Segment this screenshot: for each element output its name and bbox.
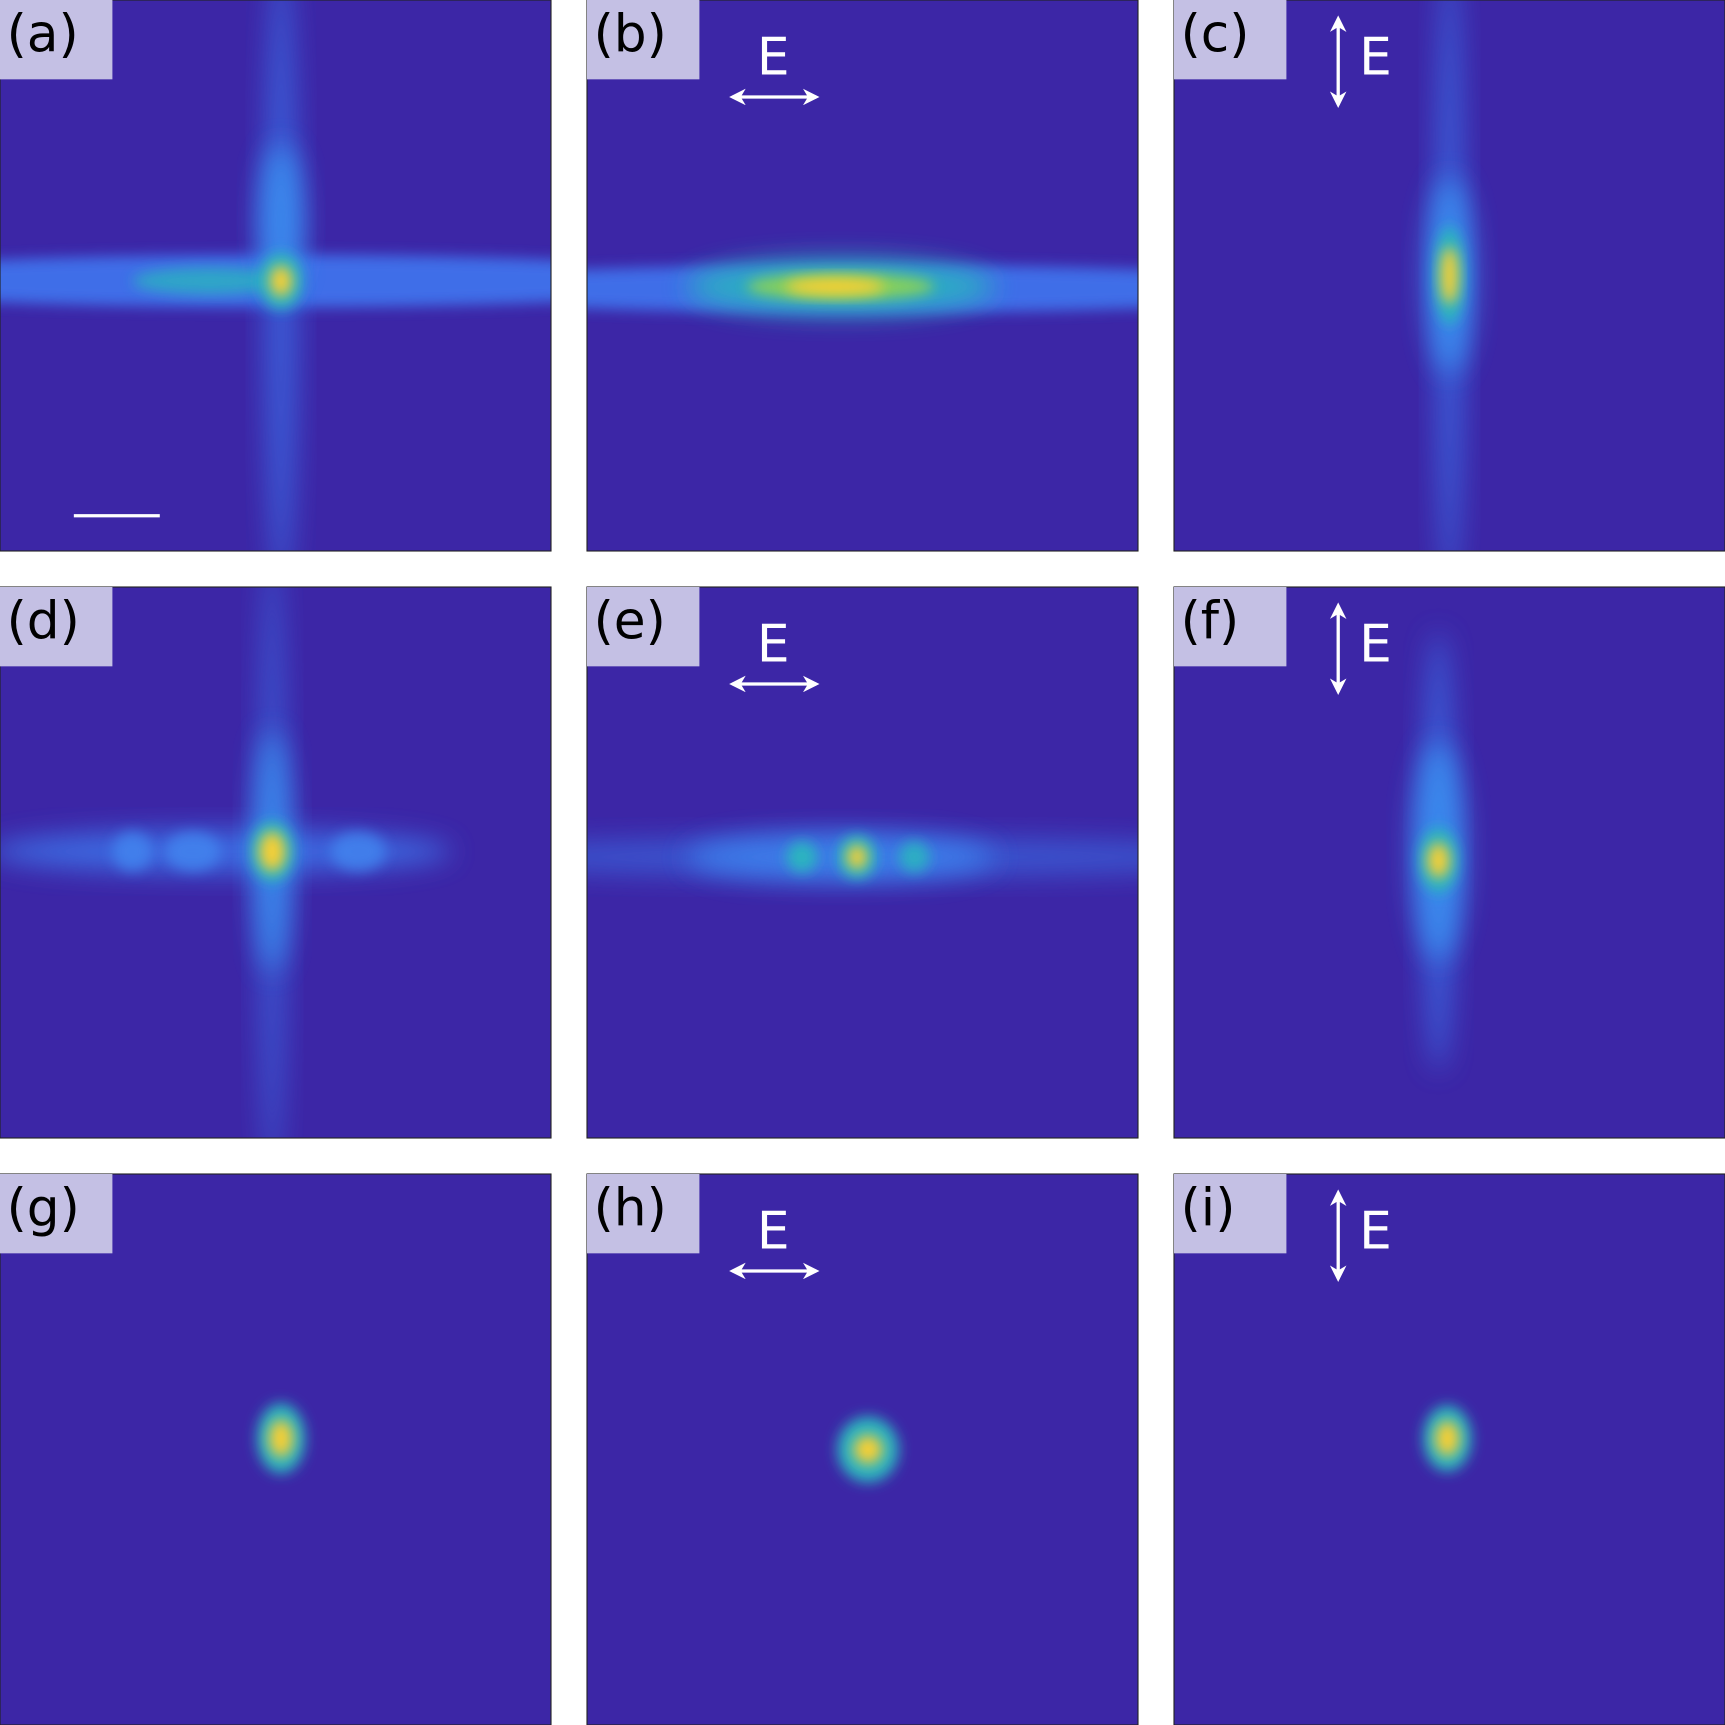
intensity-spot <box>898 841 930 873</box>
panel-border <box>586 0 1139 552</box>
panel: (c) E <box>1173 0 1725 552</box>
label-box <box>1174 0 1287 80</box>
label-box <box>1174 587 1287 667</box>
panel-border <box>586 586 1139 1139</box>
beam-image <box>0 0 551 551</box>
panel: (h) E <box>586 1173 1139 1725</box>
panel: (f) E <box>1173 586 1725 1139</box>
intensity-spot <box>165 831 221 872</box>
field-label: E <box>1359 1202 1392 1262</box>
panel: (a) <box>0 0 552 552</box>
intensity-spot <box>268 1419 294 1458</box>
intensity-spot <box>269 265 293 297</box>
intensity-spot <box>1440 246 1459 305</box>
panel-label: (h) <box>594 1178 667 1238</box>
field-label: E <box>1359 615 1392 675</box>
panel-label: (a) <box>7 4 79 64</box>
intensity-spot <box>847 844 867 870</box>
panel-label: (i) <box>1181 1178 1236 1238</box>
label-box <box>587 1174 700 1254</box>
intensity-spot <box>1435 1420 1460 1457</box>
panel: (d) <box>0 586 552 1139</box>
panel: (g) <box>0 1173 552 1725</box>
panel-label: (b) <box>594 4 667 64</box>
intensity-spot <box>330 831 386 872</box>
field-label: E <box>757 615 790 675</box>
intensity-spot <box>132 267 287 295</box>
label-box <box>0 1174 113 1254</box>
beam-image <box>587 587 1138 1138</box>
label-box <box>587 587 700 667</box>
field-label: E <box>757 1202 790 1262</box>
panel-label: (g) <box>7 1178 80 1238</box>
panel: (b) E <box>586 0 1139 552</box>
intensity-spot <box>853 1435 883 1464</box>
intensity-spot <box>785 277 885 296</box>
intensity-spot <box>112 831 153 872</box>
panel-border <box>0 586 552 1139</box>
beam-image <box>587 1174 1138 1725</box>
panel-label: (e) <box>594 591 666 651</box>
beam-image <box>1174 0 1725 551</box>
panel: (e) E <box>586 586 1139 1139</box>
beam-image <box>0 1174 551 1725</box>
beam-image <box>587 0 1138 551</box>
beam-image <box>1174 1174 1725 1725</box>
panel-border <box>0 0 552 552</box>
intensity-spot <box>258 831 286 872</box>
panel-label: (c) <box>1181 4 1250 64</box>
field-label: E <box>1359 28 1392 88</box>
label-box <box>0 587 113 667</box>
panel-label: (f) <box>1181 591 1240 651</box>
intensity-spot <box>786 841 818 873</box>
label-box <box>1174 1174 1287 1254</box>
panel: (i) E <box>1173 1173 1725 1725</box>
beam-image <box>1174 587 1725 1138</box>
panel-label: (d) <box>7 591 80 651</box>
label-box <box>0 0 113 80</box>
beam-image <box>0 587 551 1138</box>
field-label: E <box>757 28 790 88</box>
label-box <box>587 0 700 80</box>
intensity-spot <box>1427 842 1450 878</box>
